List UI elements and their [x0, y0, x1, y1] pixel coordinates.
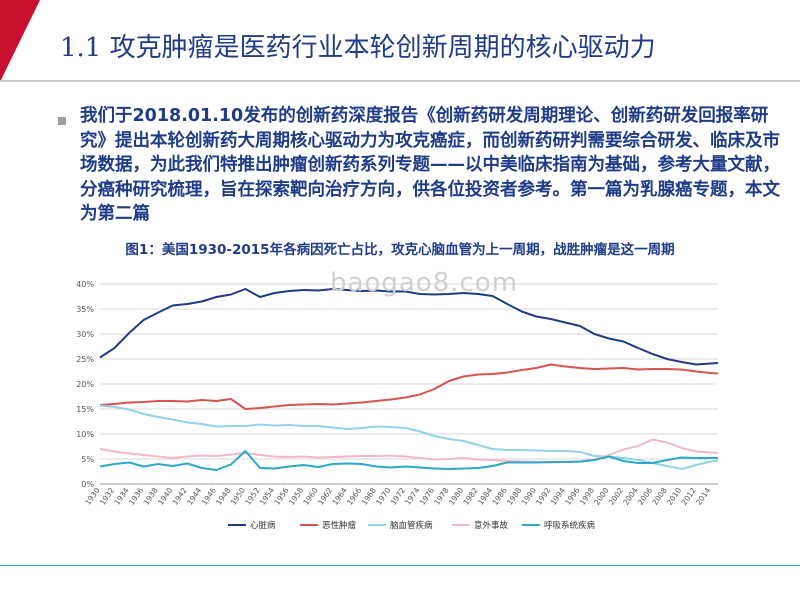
x-tick-label: 1966 — [345, 486, 363, 507]
x-axis: 1930193219341936193819401942194419461948… — [83, 486, 712, 507]
x-tick-label: 1986 — [490, 486, 508, 507]
series-line — [99, 404, 719, 470]
x-tick-label: 1988 — [505, 486, 523, 507]
y-tick-label: 0% — [81, 480, 94, 489]
x-tick-label: 1944 — [185, 486, 203, 507]
y-tick-label: 40% — [76, 280, 94, 289]
body-paragraph: 我们于2018.01.10发布的创新药深度报告《创新药研发周期理论、创新药研发回… — [80, 106, 780, 224]
series-line — [99, 288, 719, 366]
bullet-square-icon — [58, 117, 66, 125]
x-tick-label: 1936 — [127, 486, 145, 507]
legend-entry: 心脏病 — [250, 520, 276, 531]
title-corner-accent — [0, 0, 40, 82]
slide-title: 1.1 攻克肿瘤是医药行业本轮创新周期的核心驱动力 — [60, 33, 656, 63]
y-tick-label: 10% — [76, 430, 94, 439]
y-axis: 0% 5% 10% 15% 20% 25% 30% 35% 40% — [76, 280, 94, 489]
x-tick-label: 1992 — [534, 486, 552, 507]
x-tick-label: 1932 — [98, 486, 116, 507]
x-tick-label: 2004 — [621, 486, 639, 507]
y-tick-label: 15% — [76, 405, 94, 414]
y-tick-label: 30% — [76, 330, 94, 339]
x-tick-label: 1970 — [374, 486, 392, 507]
x-tick-label: 2010 — [665, 486, 683, 507]
series-line — [99, 363, 719, 410]
y-tick-label: 25% — [76, 355, 94, 364]
x-tick-label: 1958 — [287, 486, 305, 507]
x-tick-label: 1996 — [563, 486, 581, 507]
x-tick-label: 1948 — [214, 486, 232, 507]
x-tick-label: 1952 — [243, 486, 261, 507]
chart-grid — [100, 283, 718, 485]
chart-legend: 心脏病 恶性肿瘤 脑血管疾病 意外事故 呼吸系统疾病 — [228, 520, 596, 531]
x-tick-label: 1980 — [447, 486, 465, 507]
series-line — [99, 438, 719, 464]
x-tick-label: 1960 — [301, 486, 319, 507]
x-tick-label: 1998 — [578, 486, 596, 507]
x-tick-label: 1964 — [331, 486, 349, 507]
figure-title: 图1：美国1930-2015年各病因死亡占比，攻克心脑血管为上一周期，战胜肿瘤是… — [125, 242, 675, 258]
x-tick-label: 1938 — [141, 486, 159, 507]
y-tick-label: 5% — [81, 455, 94, 464]
x-tick-label: 1982 — [461, 486, 479, 507]
x-tick-label: 1974 — [403, 486, 421, 507]
legend-entry: 意外事故 — [474, 520, 509, 531]
chart-series — [99, 288, 719, 471]
x-tick-label: 1942 — [171, 486, 189, 507]
title-divider — [0, 80, 800, 82]
legend-entry: 呼吸系统疾病 — [544, 520, 596, 531]
x-tick-label: 2002 — [607, 486, 625, 507]
legend-entry: 脑血管疾病 — [390, 520, 433, 531]
x-tick-label: 2008 — [650, 486, 668, 507]
footer-divider — [0, 565, 800, 566]
legend-entry: 恶性肿瘤 — [322, 520, 357, 531]
death-cause-line-chart: 0% 5% 10% 15% 20% 25% 30% 35% 40% 19301932193419… — [76, 280, 719, 531]
watermark-text: baogao8.com — [330, 268, 519, 298]
x-tick-label: 1976 — [418, 486, 436, 507]
series-line — [99, 450, 718, 471]
y-tick-label: 20% — [76, 380, 94, 389]
x-tick-label: 1954 — [258, 486, 276, 507]
y-tick-label: 35% — [76, 305, 94, 314]
x-tick-label: 2014 — [694, 486, 712, 507]
